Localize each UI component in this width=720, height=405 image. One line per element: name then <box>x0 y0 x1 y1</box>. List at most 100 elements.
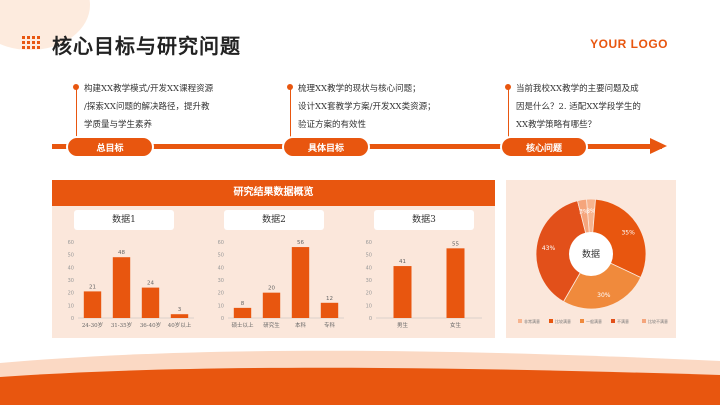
x-tick-label: 40岁以上 <box>168 321 192 329</box>
bar-chart-3: 0 10 20 30 40 50 60 41 男生 55 女生 <box>366 240 482 329</box>
pie-chart-panel: 3% 35% 30% 43% 3% 数据非常满意 比较满意 一般满意 不满意 比较不满意 <box>506 180 676 338</box>
pie-slice-label: 3% <box>586 208 596 215</box>
y-tick-label: 60 <box>68 240 74 246</box>
bar <box>393 266 412 318</box>
data-label: 20 <box>268 286 275 292</box>
bar <box>291 247 310 318</box>
y-tick-label: 10 <box>218 303 224 309</box>
data-label: 48 <box>118 250 125 256</box>
connector-dot <box>287 84 293 90</box>
y-tick-label: 50 <box>366 253 372 259</box>
legend-label: 比较满意 <box>555 318 571 324</box>
pie-slice-label: 43% <box>542 245 556 252</box>
y-tick-label: 40 <box>68 265 74 271</box>
bar <box>112 257 131 318</box>
timeline-label-specific-goal: 具体目标 <box>282 136 370 158</box>
pie-slice-label: 3% <box>579 209 589 216</box>
core-question-description: 当前我校XX教学的主要问题及成 因是什么？2. 适配XX学段学生的 XX教学策略… <box>516 80 691 134</box>
bar <box>83 291 102 318</box>
x-tick-label: 36-40岁 <box>140 321 161 329</box>
x-tick-label: 硕士以上 <box>231 321 254 329</box>
pie-slice-label: 30% <box>597 292 611 299</box>
goal-description: 构建XX教学模式/开发XX课程资源 /探索XX问题的解决路径，提升教 学质量与学… <box>84 80 264 134</box>
y-tick-label: 60 <box>218 240 224 246</box>
y-tick-label: 0 <box>369 316 372 322</box>
connector-dot <box>73 84 79 90</box>
x-tick-label: 研究生 <box>263 321 280 329</box>
bar <box>141 287 160 318</box>
y-tick-label: 30 <box>218 278 224 284</box>
data-label: 56 <box>297 240 304 246</box>
y-tick-label: 60 <box>366 240 372 246</box>
bar <box>233 307 252 318</box>
y-tick-label: 50 <box>68 253 74 259</box>
x-tick-label: 专科 <box>324 321 336 329</box>
x-tick-label: 31-35岁 <box>111 321 132 329</box>
data-label: 24 <box>147 281 154 287</box>
goal-text-line: 验证方案的有效性 <box>298 120 367 130</box>
y-tick-label: 20 <box>366 291 372 297</box>
y-tick-label: 20 <box>218 291 224 297</box>
legend-swatch <box>642 319 646 323</box>
chart-title-3: 数据3 <box>374 210 474 230</box>
goal-text-line: 因是什么？2. 适配XX学段学生的 <box>516 102 641 112</box>
y-tick-label: 40 <box>366 265 372 271</box>
connector-line <box>508 86 509 142</box>
data-label: 3 <box>178 307 182 313</box>
pie-center <box>569 232 613 276</box>
bar <box>262 292 281 318</box>
legend-swatch <box>580 319 584 323</box>
y-tick-label: 10 <box>366 303 372 309</box>
goal-text-line: XX教学策略有哪些？ <box>516 120 597 130</box>
bar <box>170 314 189 318</box>
connector-line <box>76 86 77 142</box>
y-tick-label: 10 <box>68 303 74 309</box>
bar-chart-2: 0 10 20 30 40 50 60 8 硕士以上 20 研究生 56 本科 12 专科 <box>218 240 344 329</box>
connector-dot <box>505 84 511 90</box>
bar <box>320 302 339 318</box>
page-title: 核心目标与研究问题 <box>52 34 241 58</box>
panel-title: 研究结果数据概览 <box>52 180 495 206</box>
y-tick-label: 40 <box>218 265 224 271</box>
timeline-label-core-question: 核心问题 <box>500 136 588 158</box>
connector-line <box>290 86 291 142</box>
x-tick-label: 男生 <box>397 321 409 329</box>
data-label: 55 <box>452 241 459 247</box>
y-tick-label: 0 <box>221 316 224 322</box>
legend-label: 一般满意 <box>586 318 602 324</box>
data-label: 12 <box>326 296 333 302</box>
y-tick-label: 0 <box>71 316 74 322</box>
legend-swatch <box>549 319 553 323</box>
chart-title-1: 数据1 <box>74 210 174 230</box>
y-tick-label: 20 <box>68 291 74 297</box>
goal-text-line: 当前我校XX教学的主要问题及成 <box>516 84 639 94</box>
goal-text-line: 学质量与学生素养 <box>84 120 153 130</box>
x-tick-label: 本科 <box>295 321 307 329</box>
y-tick-label: 30 <box>366 278 372 284</box>
arrow-head-icon <box>650 138 667 154</box>
legend-label: 不满意 <box>617 318 629 324</box>
goal-text-line: 构建XX教学模式/开发XX课程资源 <box>84 84 214 94</box>
data-label: 41 <box>399 259 406 265</box>
pie-slice <box>535 200 592 303</box>
timeline-label-overall-goal: 总目标 <box>66 136 154 158</box>
data-label: 21 <box>89 284 96 290</box>
pie-center-label: 数据 <box>582 248 600 260</box>
x-tick-label: 女生 <box>450 321 462 329</box>
goal-text-line: 梳理XX教学的现状与核心问题； <box>298 84 421 94</box>
legend-label: 比较不满意 <box>648 318 668 324</box>
logo: YOUR LOGO <box>590 37 668 51</box>
y-tick-label: 30 <box>68 278 74 284</box>
data-label: 8 <box>241 301 245 307</box>
bottom-wave <box>0 350 720 405</box>
pie-slice-label: 35% <box>621 230 635 237</box>
bar <box>446 248 465 318</box>
legend-swatch <box>611 319 615 323</box>
specific-goal-description: 梳理XX教学的现状与核心问题； 设计XX套教学方案/开发XX类资源； 验证方案的… <box>298 80 468 134</box>
pie-slice <box>562 253 642 310</box>
x-tick-label: 24-30岁 <box>82 321 103 329</box>
legend-label: 非常满意 <box>524 318 540 324</box>
dot-grid-icon <box>22 36 40 49</box>
bar-chart-1: 0 10 20 30 40 50 60 21 24-30岁 48 31-35岁 24 36-40岁 3 40… <box>68 240 194 329</box>
